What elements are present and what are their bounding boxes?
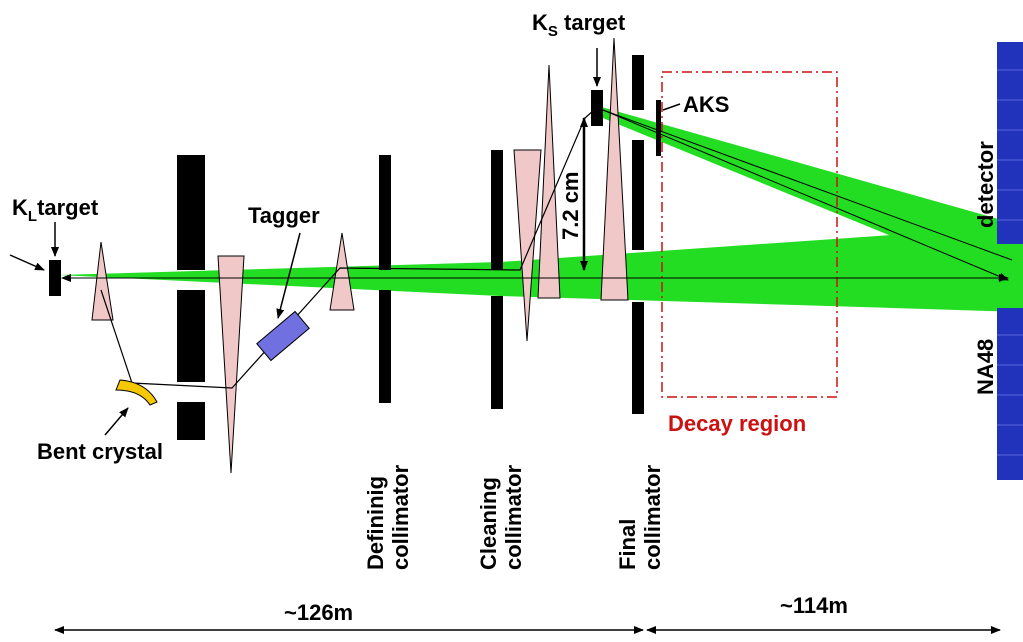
aks-label: AKS (683, 92, 729, 117)
na48-label: NA48 (973, 339, 998, 395)
distance-72-label: 7.2 cm (558, 172, 583, 241)
decay-region-box (661, 71, 838, 398)
kl-target-label: KLtarget (12, 195, 99, 225)
cleaning-collimator-upper (491, 150, 503, 270)
bent-crystal-pointer (104, 407, 129, 436)
final-collimator-label-1: Final (615, 519, 640, 570)
detector-block-lower (997, 308, 1023, 480)
kl-target (49, 260, 61, 296)
defining-collimator-upper (379, 155, 391, 270)
defining-collimator-label-1: Defininig (363, 476, 388, 570)
cleaning-collimator-label-2: collimator (501, 464, 526, 570)
final-collimator-label-2: collimator (640, 464, 665, 570)
ks-beam-axis-1 (602, 109, 1013, 261)
ks-beam-axis-2 (602, 109, 1009, 281)
defining-collimator-lower (379, 290, 391, 403)
magnet-2 (217, 255, 245, 474)
magnet-6 (600, 37, 629, 301)
collimator-1-upper (177, 155, 205, 270)
incoming-proton-arrow (9, 254, 45, 271)
tagger-label: Tagger (248, 203, 320, 228)
magnet-1 (91, 241, 114, 321)
bent-crystal (115, 379, 158, 406)
final-collimator-upper (632, 140, 644, 250)
bent-crystal-label: Bent crystal (37, 439, 163, 464)
tagger (256, 310, 310, 362)
detector-block-upper (997, 42, 1023, 244)
cleaning-collimator-label-1: Cleaning (476, 477, 501, 570)
final-collimator-lower (632, 302, 644, 414)
collimator-1-lower (177, 402, 205, 440)
magnet-5 (537, 64, 561, 299)
magnet-3 (329, 232, 355, 311)
ks-target-label: KS target (532, 10, 626, 40)
magnet-4 (513, 149, 542, 342)
collimator-1-middle (177, 290, 205, 382)
decay-region-label: Decay region (668, 411, 806, 436)
aks-pointer (662, 103, 681, 111)
ks-target (591, 90, 603, 126)
detector-label: detector (973, 141, 998, 228)
distance-114-label: ~114m (780, 593, 848, 618)
distance-126-label: ~126m (284, 600, 353, 625)
defining-collimator-label-2: collimator (388, 464, 413, 570)
cleaning-collimator-lower (491, 296, 503, 409)
final-collimator-top (632, 55, 644, 110)
aks-counter (656, 100, 661, 156)
